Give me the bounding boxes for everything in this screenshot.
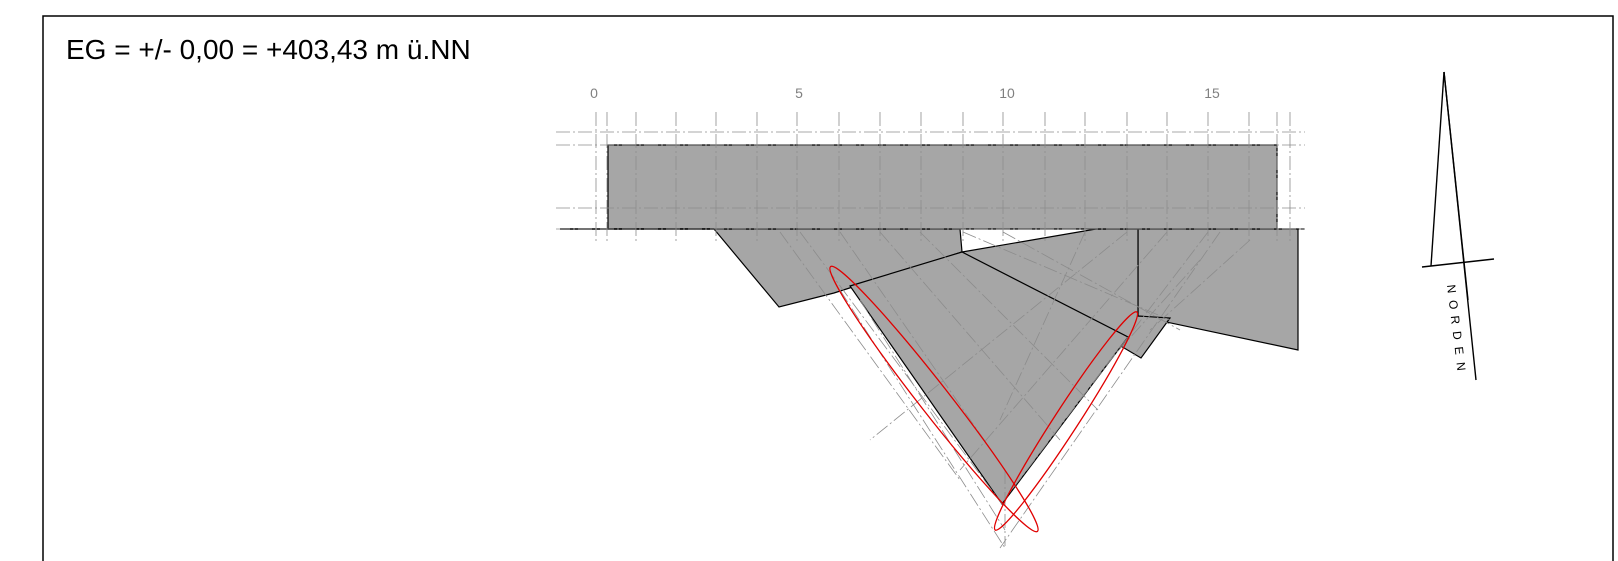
north-label-letter: D — [1450, 330, 1465, 340]
north-arrow-right-edge — [1443, 71, 1469, 301]
north-label-letter: N — [1444, 284, 1459, 294]
highlight-ellipse-right — [993, 311, 1139, 531]
grid-diagonal-line — [859, 299, 1006, 531]
north-arrow — [1421, 71, 1495, 381]
plan-title: EG = +/- 0,00 = +403,43 m ü.NN — [66, 34, 471, 65]
grid-diagonal-line — [919, 231, 1099, 411]
highlight-ellipse-left — [829, 265, 1039, 533]
grid-diagonal-line — [879, 231, 1061, 441]
grid-diagonal-line — [1003, 231, 1209, 501]
building-volumes — [607, 144, 1299, 506]
grid-diagonal-line — [839, 289, 1006, 549]
grid-diagonal-line — [779, 231, 961, 481]
grid-diagonal-line — [1002, 231, 1181, 331]
scale-label-10: 10 — [999, 85, 1015, 101]
drawing-border — [42, 15, 1614, 561]
wing-lower-right — [1137, 228, 1299, 351]
bar-main — [607, 144, 1278, 230]
grid-diagonal-line — [999, 231, 1086, 421]
north-arrow-left-edge — [1430, 71, 1445, 267]
grid-diagonal-line — [799, 231, 1003, 505]
scale-label-15: 15 — [1204, 85, 1220, 101]
grid-diagonal-line — [962, 231, 1171, 321]
grid-diagonal-line — [839, 231, 1006, 471]
north-label-letter: O — [1446, 299, 1461, 310]
grid-diagonal-line — [1149, 239, 1251, 331]
north-label-letter: N — [1454, 361, 1469, 371]
grid-diagonal-line — [959, 231, 1168, 471]
highlight-ellipses — [829, 265, 1139, 533]
scale-label-5: 5 — [795, 85, 803, 101]
grid-diagonal-line — [999, 231, 1221, 549]
construction-grid — [556, 112, 1305, 549]
scale-label-0: 0 — [590, 85, 598, 101]
north-label-letter: R — [1448, 315, 1463, 325]
north-label-letter: E — [1452, 346, 1467, 355]
north-arrow-crossbar — [1421, 258, 1495, 268]
grid-diagonal-line — [869, 231, 1128, 441]
grid-diagonal-line — [1109, 259, 1201, 361]
